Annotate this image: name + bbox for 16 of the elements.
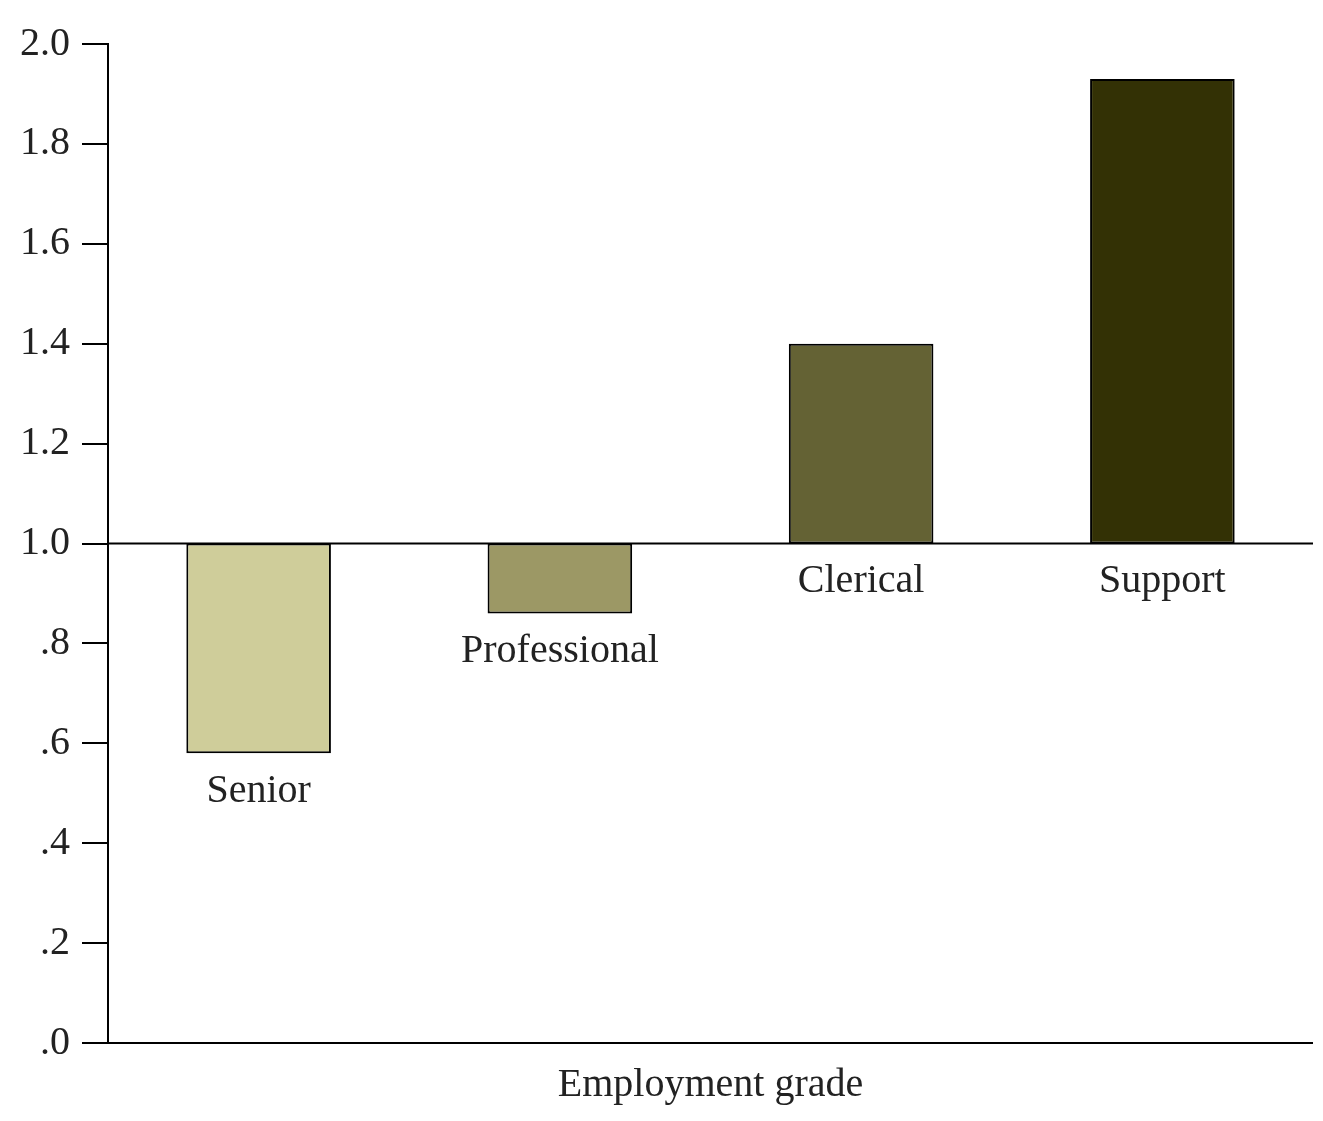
y-tick-label: 1.6 bbox=[20, 218, 70, 264]
x-tick-label: Senior bbox=[206, 765, 311, 811]
y-tick-label: .2 bbox=[40, 917, 70, 963]
x-axis-title: Employment grade bbox=[557, 1059, 864, 1105]
x-tick-label: Clerical bbox=[797, 556, 925, 601]
y-tick-label: 1.0 bbox=[20, 518, 70, 563]
x-tick-label: Professional bbox=[460, 625, 659, 671]
y-tick-label: .8 bbox=[40, 617, 70, 663]
y-tick-label: .6 bbox=[40, 717, 70, 763]
y-tick-label: 1.4 bbox=[20, 318, 70, 364]
y-tick-label: 1.8 bbox=[20, 118, 70, 164]
x-tick-label: Support bbox=[1099, 556, 1226, 601]
y-tick-label: 2.0 bbox=[20, 18, 70, 64]
y-tick-label: .4 bbox=[40, 817, 70, 863]
y-tick-label: .0 bbox=[40, 1017, 70, 1063]
y-tick-label: 1.2 bbox=[20, 418, 70, 464]
